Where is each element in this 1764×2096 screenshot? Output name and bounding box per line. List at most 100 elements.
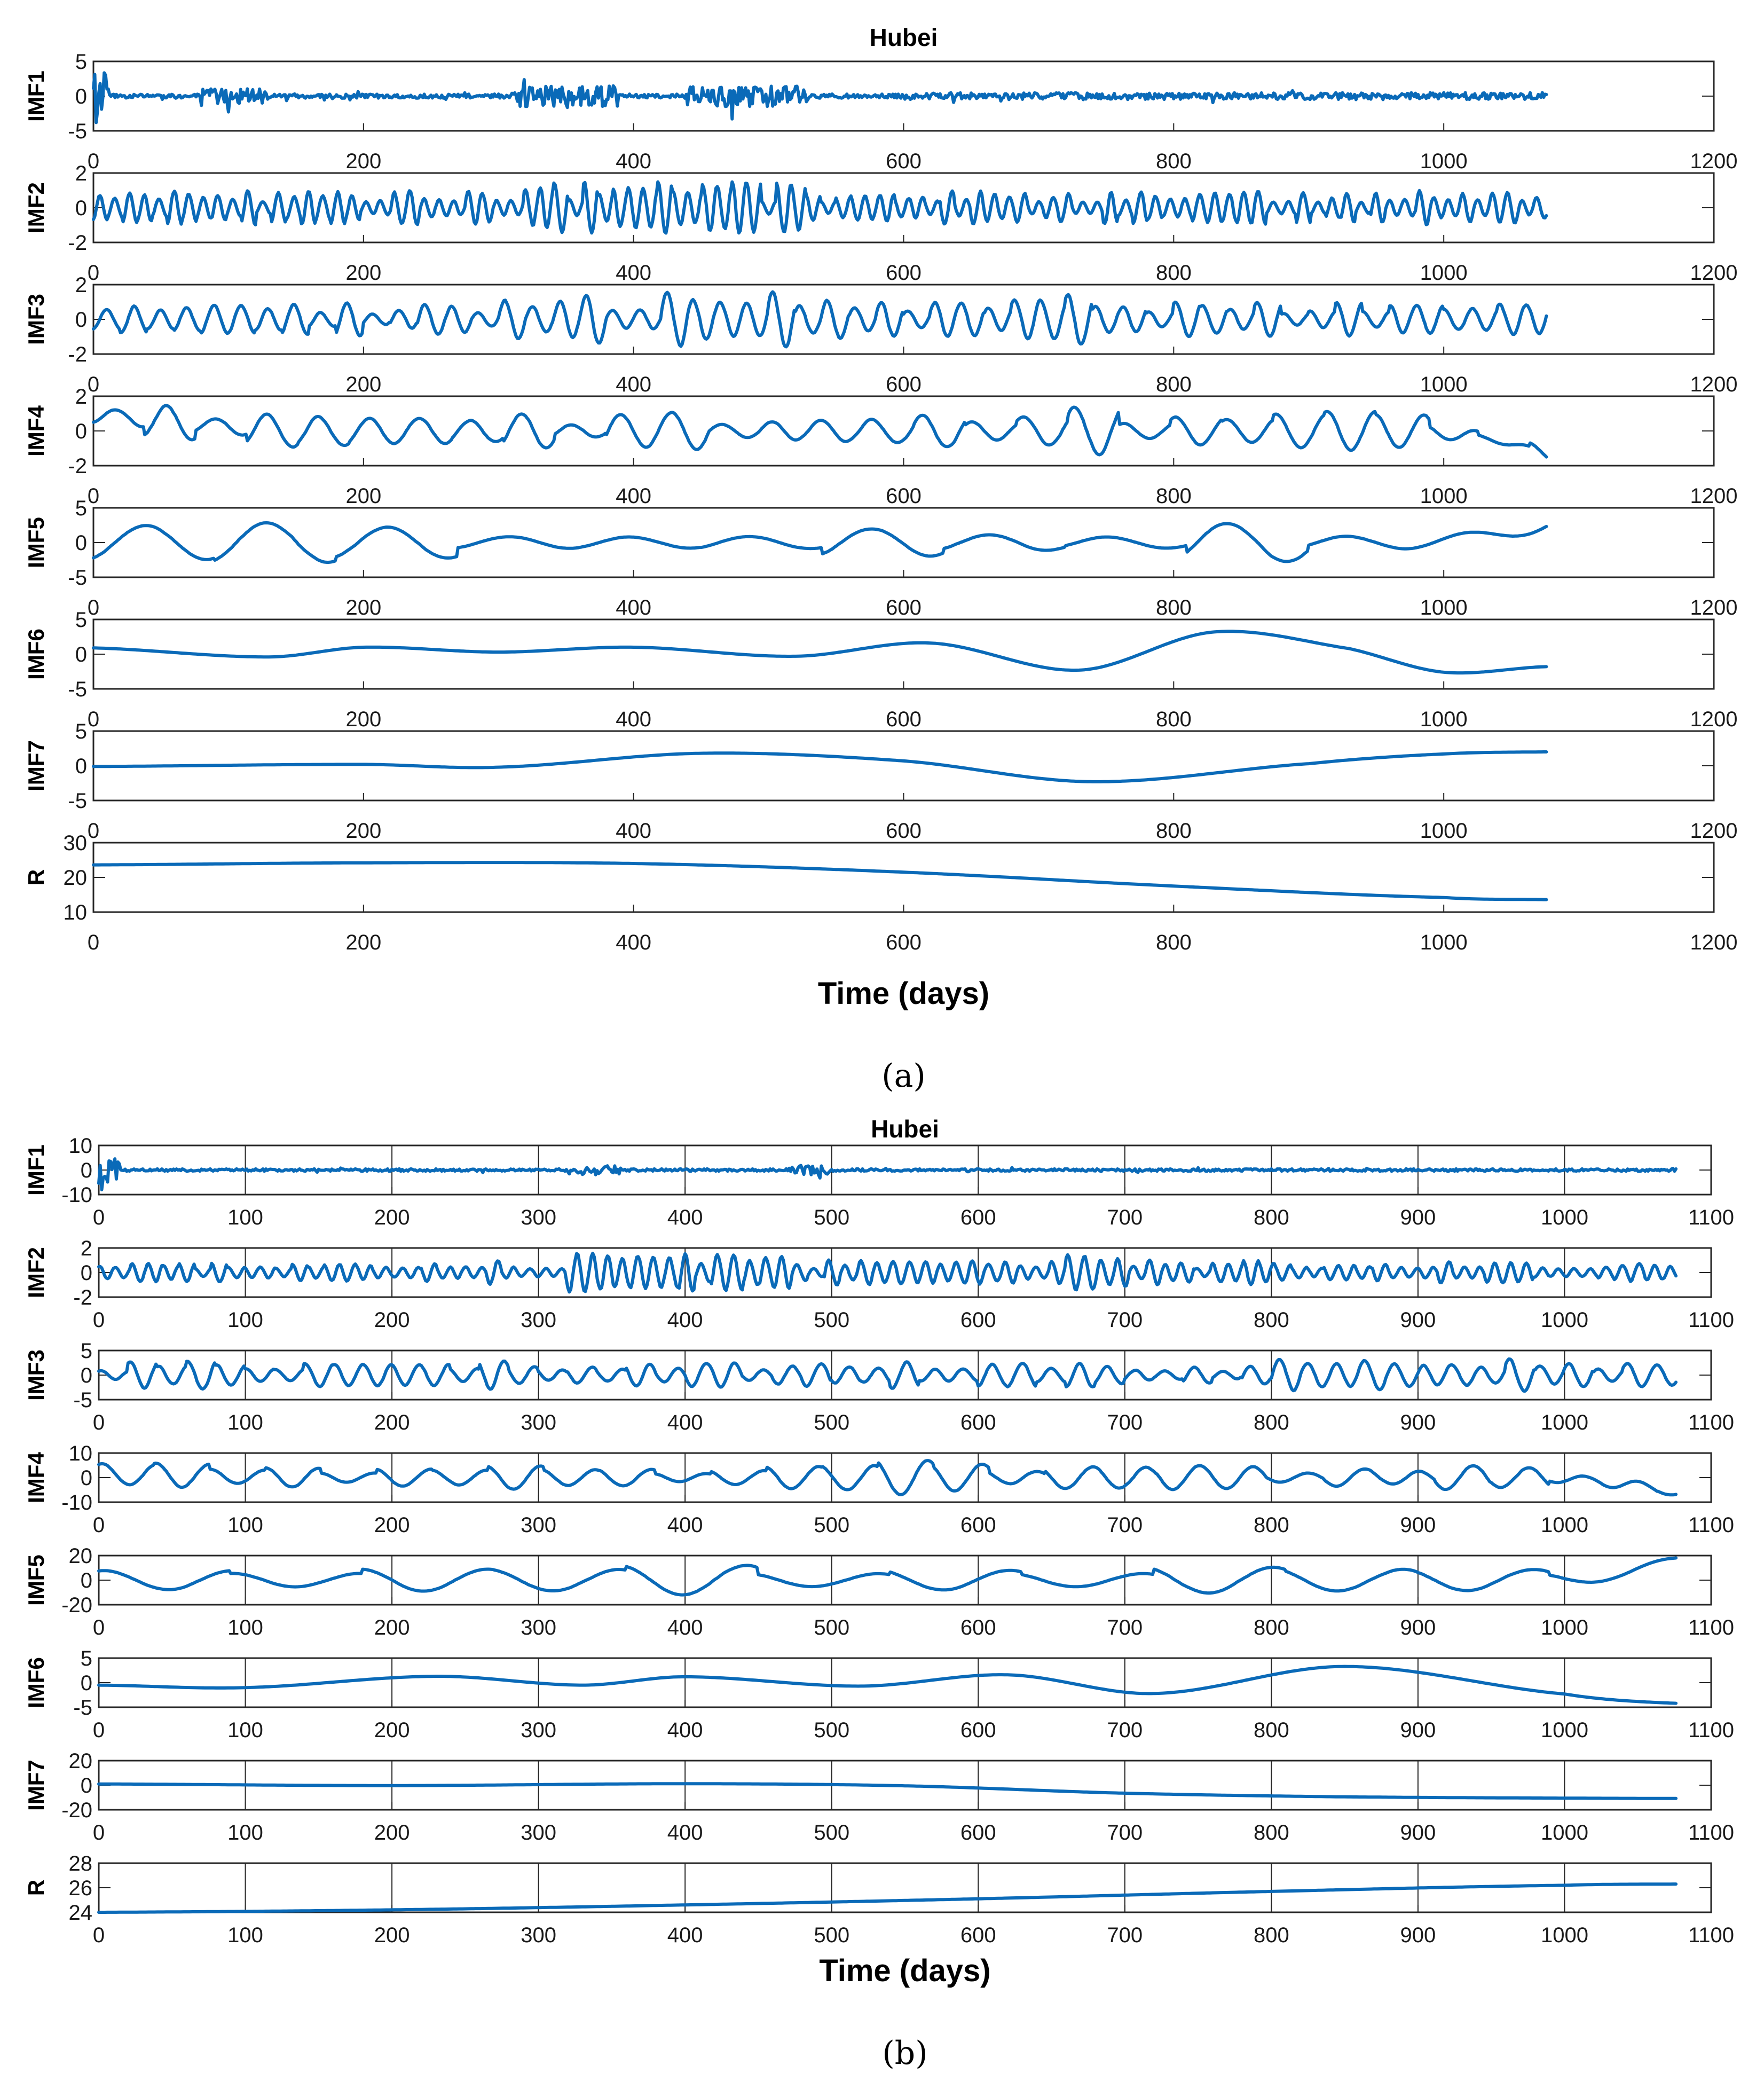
x-tick-label: 600 (886, 373, 922, 396)
x-tick-label: 0 (93, 1513, 105, 1537)
y-tick-label: -5 (68, 120, 87, 143)
x-tick-label: 1200 (1690, 373, 1738, 396)
y-axis-label: R (23, 1880, 49, 1896)
x-tick-label: 1100 (1688, 1411, 1734, 1434)
x-tick-label: 200 (374, 1616, 410, 1639)
x-tick-label: 1100 (1688, 1206, 1734, 1229)
x-tick-label: 200 (345, 708, 381, 731)
x-tick-label: 900 (1400, 1513, 1436, 1537)
x-tick-label: 0 (88, 150, 99, 173)
x-tick-label: 400 (616, 596, 651, 619)
x-tick-label: 500 (814, 1718, 849, 1742)
x-tick-label: 400 (616, 150, 651, 173)
x-tick-label: 800 (1254, 1206, 1289, 1229)
x-tick-label: 1000 (1420, 596, 1468, 619)
x-tick-label: 500 (814, 1616, 849, 1639)
y-tick-label: 20 (64, 866, 88, 890)
y-tick-label: 0 (81, 1261, 92, 1285)
x-tick-label: 300 (521, 1513, 556, 1537)
axes-frame (98, 1349, 1712, 1401)
series-line-imf5 (97, 1556, 1678, 1597)
x-tick-label: 400 (616, 484, 651, 508)
x-tick-label: 900 (1400, 1718, 1436, 1742)
x-tick-label: 100 (227, 1718, 263, 1742)
x-tick-label: 900 (1400, 1924, 1436, 1947)
y-axis-label: IMF1 (23, 70, 49, 122)
subplot-r: 0 100 200 300 400 500 600 700 800 900 1000 1100 2426… (23, 1852, 1734, 1947)
series-line-imf4 (97, 1459, 1678, 1497)
x-tick-label: 200 (374, 1821, 410, 1844)
y-tick-label: -10 (61, 1183, 92, 1207)
x-tick-label: 0 (88, 596, 99, 619)
x-tick-label: 1200 (1690, 484, 1738, 508)
x-tick-label: 200 (345, 484, 381, 508)
x-tick-label: 1000 (1420, 150, 1468, 173)
series-line-imf6 (97, 1665, 1678, 1705)
y-tick-label: 0 (81, 1774, 92, 1797)
x-tick-label: 300 (521, 1718, 556, 1742)
y-axis-label: IMF3 (23, 294, 49, 345)
x-tick-label: 200 (374, 1308, 410, 1332)
series-line-imf5 (92, 521, 1548, 564)
x-tick-label: 300 (521, 1924, 556, 1947)
x-axis-label: Time (days) (819, 1953, 990, 1988)
x-tick-label: 600 (960, 1411, 996, 1434)
y-tick-label: 5 (75, 497, 87, 520)
x-tick-label: 200 (345, 261, 381, 285)
x-tick-label: 200 (345, 819, 381, 843)
x-tick-label: 1100 (1688, 1616, 1734, 1639)
x-tick-label: 1000 (1541, 1718, 1588, 1742)
x-tick-label: 100 (227, 1308, 263, 1332)
x-tick-label: 0 (88, 484, 99, 508)
y-tick-label: 10 (69, 1134, 93, 1158)
series-line-imf7 (97, 1782, 1678, 1800)
panel-caption: (a) (881, 1057, 926, 1095)
x-tick-label: 1000 (1420, 931, 1468, 954)
series-line-imf3 (97, 1357, 1678, 1393)
y-tick-label: 24 (69, 1901, 93, 1925)
y-tick-label: 2 (81, 1237, 92, 1260)
x-tick-label: 700 (1107, 1308, 1143, 1332)
y-axis-label: IMF5 (23, 517, 49, 568)
x-tick-label: 600 (886, 150, 922, 173)
x-tick-label: 700 (1107, 1924, 1143, 1947)
y-tick-label: 10 (64, 901, 88, 924)
x-tick-label: 1200 (1690, 596, 1738, 619)
panel-title: Hubei (870, 23, 938, 51)
x-tick-label: 1200 (1690, 261, 1738, 285)
x-tick-label: 400 (616, 819, 651, 843)
x-tick-label: 500 (814, 1206, 849, 1229)
y-tick-label: -20 (61, 1799, 92, 1822)
x-tick-label: 0 (93, 1821, 105, 1844)
x-tick-label: 700 (1107, 1718, 1143, 1742)
y-tick-label: 28 (69, 1852, 93, 1875)
x-tick-label: 800 (1254, 1616, 1289, 1639)
x-tick-label: 600 (960, 1513, 996, 1537)
subplot-r: 0 200 400 600 800 1000 1200 10 20 30 R (23, 831, 1737, 954)
subplot-imf2: 0 100 200 300 400 500 600 700 800 900 1000 1100-202… (23, 1237, 1734, 1332)
series-line-imf6 (92, 630, 1548, 675)
x-tick-label: 800 (1156, 708, 1192, 731)
x-tick-label: 800 (1156, 150, 1192, 173)
x-tick-label: 1000 (1541, 1513, 1588, 1537)
x-tick-label: 600 (886, 596, 922, 619)
x-tick-label: 1000 (1420, 819, 1468, 843)
axes-frame (98, 1555, 1712, 1606)
x-tick-label: 700 (1107, 1616, 1143, 1639)
y-tick-label: 0 (75, 308, 87, 332)
series-line-r (97, 1882, 1678, 1914)
x-tick-label: 400 (667, 1924, 703, 1947)
x-tick-label: 1200 (1690, 708, 1738, 731)
x-tick-label: 1100 (1688, 1718, 1734, 1742)
x-tick-label: 800 (1156, 484, 1192, 508)
x-tick-label: 200 (374, 1924, 410, 1947)
y-tick-label: -2 (73, 1286, 92, 1309)
x-tick-label: 300 (521, 1411, 556, 1434)
x-tick-label: 800 (1156, 596, 1192, 619)
x-tick-label: 600 (960, 1718, 996, 1742)
y-tick-label: -5 (68, 789, 87, 813)
x-tick-label: 0 (93, 1308, 105, 1332)
y-tick-label: -2 (68, 343, 87, 366)
